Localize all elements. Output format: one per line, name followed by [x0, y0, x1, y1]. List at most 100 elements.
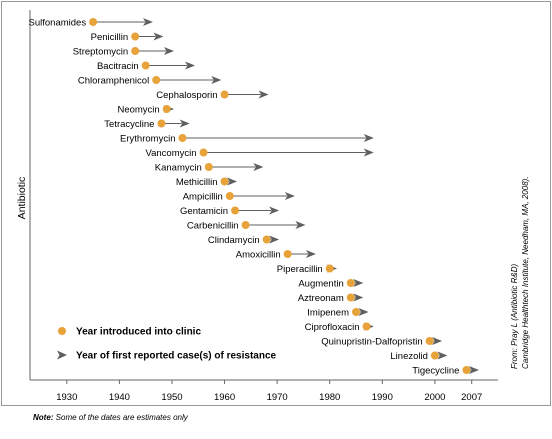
x-tick-label: 1950 — [161, 392, 182, 403]
introduced-dot — [204, 163, 213, 171]
introduced-dot — [89, 18, 98, 26]
antibiotic-label: Chloramphenicol — [78, 76, 149, 87]
resistance-arrow-icon — [253, 163, 264, 171]
resistance-arrow-icon — [227, 177, 238, 186]
legend-label-resistance: Year of first reported case(s) of resist… — [76, 351, 277, 362]
resistance-arrow-icon — [353, 279, 364, 287]
introduced-dot — [225, 192, 234, 200]
resistance-arrow-icon — [211, 76, 222, 84]
resistance-arrow-icon — [179, 119, 190, 128]
resistance-arrow-icon — [163, 47, 174, 55]
antibiotic-label: Tigecycline — [412, 366, 459, 377]
resistance-arrow-icon — [363, 148, 374, 157]
footnote-text: Some of the dates are estimates only — [53, 413, 188, 422]
antibiotic-row: Kanamycin — [155, 163, 264, 174]
antibiotic-label: Carbenicillin — [187, 221, 239, 232]
resistance-arrow-icon — [284, 192, 295, 200]
antibiotic-row: Aztreonam — [298, 293, 364, 304]
antibiotic-row: Penicillin — [91, 32, 164, 43]
antibiotic-row: Sulfonamides — [29, 18, 153, 29]
antibiotic-label: Streptomycin — [73, 47, 128, 58]
antibiotic-row: Cephalosporin — [156, 90, 269, 101]
introduced-dot — [425, 337, 434, 345]
antibiotic-row: Quinupristin-Dalfopristin — [321, 337, 443, 348]
antibiotic-row: Ciprofloxacin — [305, 322, 374, 333]
legend: Year introduced into clinic Year of firs… — [57, 327, 277, 362]
antibiotic-row: Streptomycin — [73, 47, 174, 58]
introduced-dot — [430, 351, 439, 360]
introduced-dot — [262, 235, 271, 244]
antibiotic-row: Tigecycline — [412, 366, 479, 377]
introduced-dot — [157, 119, 166, 128]
x-tick-label: 1930 — [56, 392, 77, 403]
data-marks: Sulfonamides Penicillin Streptomycin Bacitr… — [29, 18, 479, 377]
introduced-dot — [346, 293, 355, 302]
introduced-dot — [352, 308, 361, 316]
legend-arrow-icon — [57, 350, 67, 360]
y-axis-label: Antibiotic — [16, 177, 28, 220]
x-axis-ticks: 1930 1940 1950 1960 1970 1980 1990 2000 2007 — [56, 380, 482, 403]
introduced-dot — [462, 366, 471, 374]
antibiotic-row: Tetracycline — [104, 119, 190, 130]
resistance-arrow-icon — [305, 250, 316, 258]
resistance-arrow-icon — [437, 351, 448, 360]
resistance-arrow-icon — [353, 293, 364, 302]
x-tick-label: 1990 — [372, 392, 393, 403]
antibiotic-label: Gentamicin — [180, 206, 228, 217]
footnote: Note: Some of the dates are estimates on… — [33, 413, 189, 422]
legend-label-introduced: Year introduced into clinic — [76, 327, 201, 338]
introduced-dot — [152, 76, 161, 84]
antibiotic-label: Methicillin — [176, 177, 218, 188]
resistance-arrow-icon — [153, 32, 164, 41]
introduced-dot — [325, 264, 334, 273]
resistance-arrow-icon — [269, 206, 280, 215]
introduced-dot — [178, 134, 187, 142]
source-line-1: From: Pray L (Antibiotic R&D) — [510, 263, 519, 369]
x-tick-label: 2000 — [424, 392, 445, 403]
introduced-dot — [141, 61, 150, 70]
resistance-arrow-icon — [358, 308, 369, 316]
resistance-arrow-icon — [258, 90, 269, 99]
introduced-dot — [162, 105, 171, 113]
introduced-dot — [231, 206, 240, 215]
antibiotic-label: Tetracycline — [104, 119, 154, 130]
antibiotic-label: Augmentin — [298, 279, 343, 290]
antibiotic-label: Erythromycin — [120, 134, 175, 145]
antibiotic-row: Amoxicillin — [236, 250, 316, 261]
resistance-arrow-icon — [142, 18, 153, 26]
chart-frame — [1, 1, 551, 406]
introduced-dot — [346, 279, 355, 287]
antibiotic-label: Piperacillin — [277, 264, 323, 275]
antibiotic-label: Quinupristin-Dalfopristin — [321, 337, 422, 348]
antibiotic-label: Sulfonamides — [29, 18, 87, 29]
antibiotic-row: Bacitracin — [97, 61, 196, 72]
x-tick-label: 1980 — [319, 392, 340, 403]
introduced-dot — [220, 90, 229, 99]
source-line-2: Cambridge Healthtech Institute, Needham,… — [521, 176, 530, 369]
antibiotic-label: Ampicillin — [183, 192, 223, 203]
resistance-arrow-icon — [269, 235, 280, 244]
legend-dot-icon — [58, 327, 66, 335]
antibiotic-label: Kanamycin — [155, 163, 202, 174]
antibiotic-label: Imipenem — [307, 308, 349, 319]
antibiotic-label: Linezolid — [390, 351, 428, 362]
x-tick-label: 1940 — [109, 392, 130, 403]
antibiotic-row: Erythromycin — [120, 134, 374, 145]
introduced-dot — [199, 148, 208, 157]
x-tick-label: 1960 — [214, 392, 235, 403]
antibiotic-row: Ampicillin — [183, 192, 295, 203]
introduced-dot — [220, 177, 229, 186]
resistance-arrow-icon — [468, 366, 479, 374]
antibiotic-label: Cephalosporin — [156, 90, 217, 101]
antibiotic-label: Amoxicillin — [236, 250, 281, 261]
antibiotic-row: Chloramphenicol — [78, 76, 222, 87]
antibiotic-label: Vancomycin — [145, 148, 196, 159]
introduced-dot — [241, 221, 250, 229]
antibiotic-row: Carbenicillin — [187, 221, 306, 232]
antibiotic-row: Augmentin — [298, 279, 364, 290]
antibiotic-label: Neomycin — [117, 105, 159, 116]
antibiotic-row: Imipenem — [307, 308, 369, 319]
antibiotic-row: Vancomycin — [145, 148, 374, 159]
antibiotic-label: Ciprofloxacin — [305, 322, 360, 333]
